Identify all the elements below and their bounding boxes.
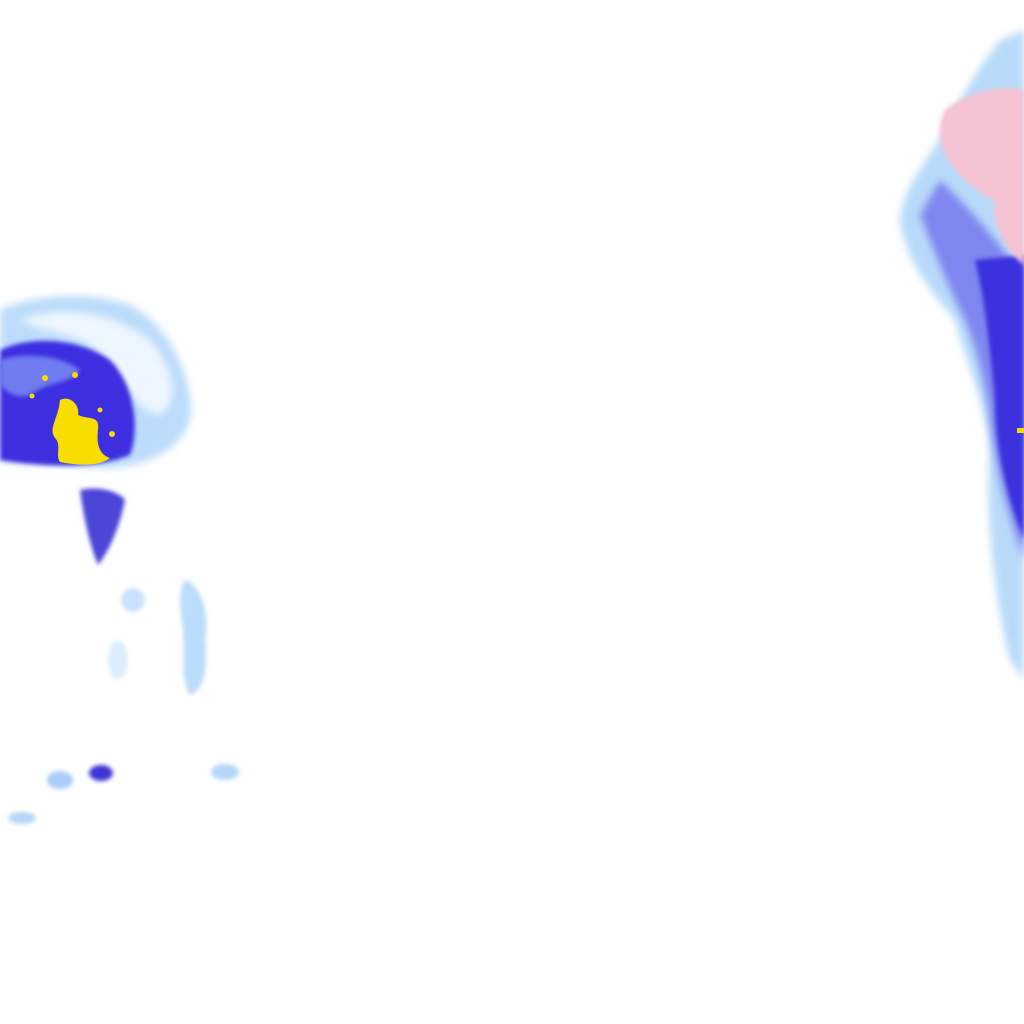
- precip-light: [108, 640, 128, 680]
- precip-light: [121, 588, 145, 612]
- precip-light: [8, 812, 36, 824]
- precip-heavy: [89, 765, 113, 781]
- precip-light: [180, 580, 207, 695]
- precip-extreme: [72, 372, 78, 378]
- precip-extreme: [52, 398, 110, 465]
- scattered-cells: [8, 580, 239, 824]
- precip-extreme: [1017, 428, 1024, 433]
- precip-light: [47, 771, 73, 789]
- precip-heavy: [975, 255, 1024, 540]
- precip-gap: [20, 311, 173, 415]
- precip-extreme: [29, 393, 35, 399]
- precip-heavy: [80, 488, 125, 565]
- precip-mixed: [939, 88, 1024, 266]
- precip-extreme: [42, 375, 48, 381]
- precip-extreme: [97, 407, 103, 413]
- right-band: [900, 30, 1024, 680]
- left-cell: [0, 295, 191, 565]
- precip-moderate: [0, 355, 80, 397]
- precip-light: [211, 764, 239, 780]
- precip-extreme: [109, 431, 115, 437]
